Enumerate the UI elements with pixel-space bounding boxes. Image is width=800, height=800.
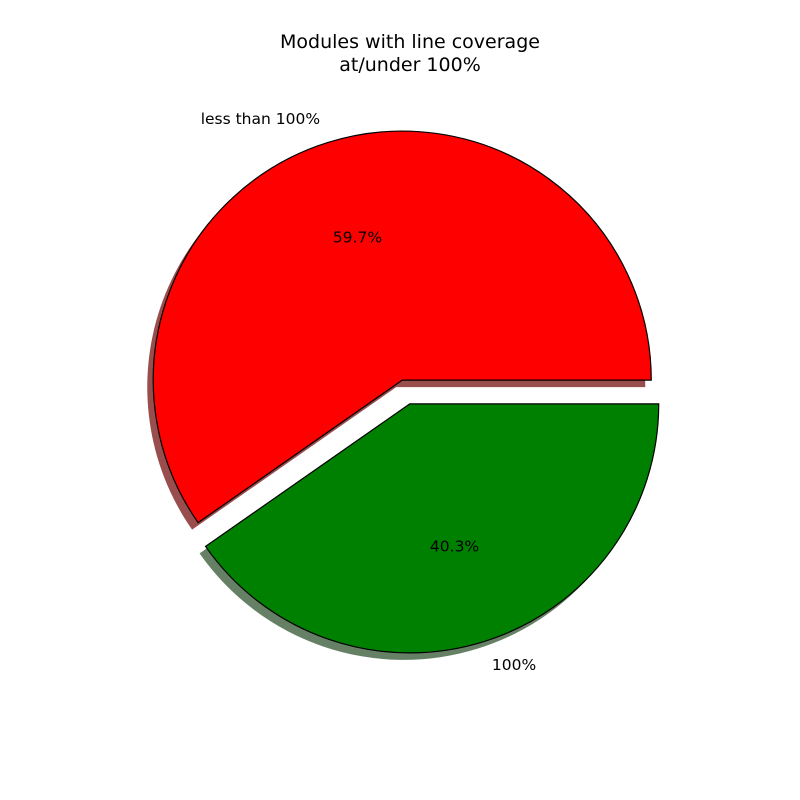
slice-labels: less than 100% 59.7% 100% 40.3% xyxy=(201,110,537,674)
chart-title-line-2: at/under 100% xyxy=(339,54,481,76)
slice-label-100: 100% xyxy=(492,656,536,674)
slice-percent-100: 40.3% xyxy=(430,537,479,555)
chart-title-line-1: Modules with line coverage xyxy=(280,31,540,53)
slice-percent-less-than-100: 59.7% xyxy=(333,229,382,247)
pie-slice-less-than-100 xyxy=(152,130,652,524)
pie-slice-100 xyxy=(204,403,660,654)
slice-label-less-than-100: less than 100% xyxy=(201,110,320,128)
pie-slices xyxy=(152,130,660,654)
